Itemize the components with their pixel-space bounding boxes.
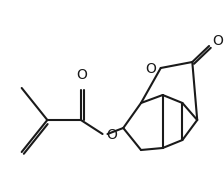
Text: O: O [106,128,117,142]
Text: O: O [145,62,156,76]
Text: O: O [76,68,87,82]
Text: O: O [213,34,223,48]
